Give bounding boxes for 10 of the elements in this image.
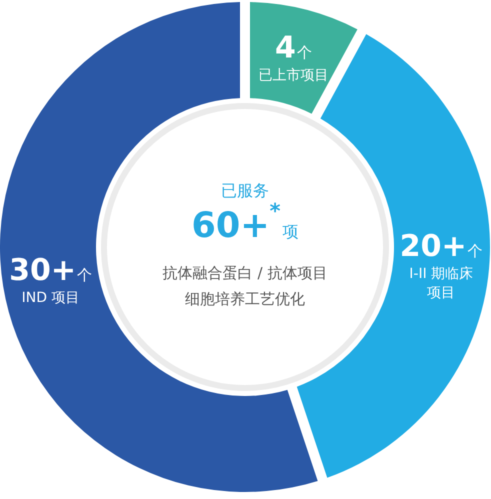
text: 已服务 (221, 181, 269, 200)
text: 细胞培养工艺优化 (185, 290, 305, 308)
text: 抗体融合蛋白 / 抗体项目 (162, 264, 328, 282)
text: 60+$^{*}$项 (192, 199, 298, 246)
slice-label: 已上市项目 (258, 68, 328, 84)
slice-label: I-II 期临床项目 (409, 266, 474, 302)
data-label: 4个 (275, 30, 312, 66)
slice-label: IND 项目 (22, 290, 80, 306)
data-label: 30+个 (9, 253, 92, 288)
data-label: 20+个 (400, 229, 483, 264)
